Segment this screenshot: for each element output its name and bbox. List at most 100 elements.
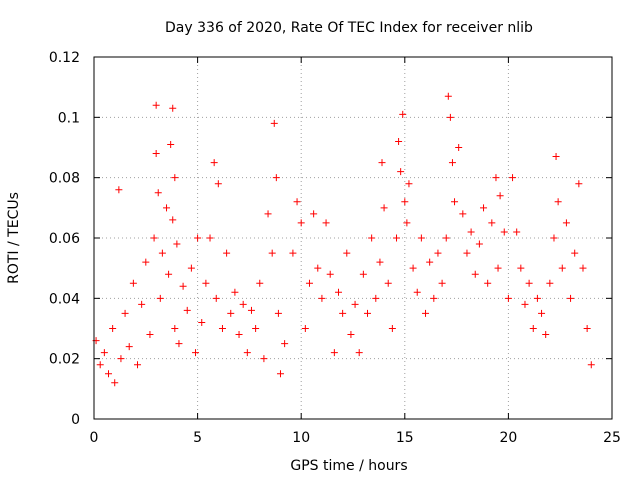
x-tick-label: 5 bbox=[193, 430, 202, 446]
data-point bbox=[301, 325, 309, 332]
x-tick-label: 20 bbox=[499, 430, 517, 446]
data-point bbox=[289, 249, 297, 257]
data-point bbox=[347, 331, 355, 339]
data-point bbox=[393, 234, 401, 242]
data-point bbox=[459, 210, 467, 218]
x-tick-label: 25 bbox=[603, 430, 621, 446]
grid-lines bbox=[94, 57, 612, 419]
data-point bbox=[169, 104, 177, 112]
data-point bbox=[156, 294, 164, 302]
data-point bbox=[270, 119, 278, 127]
data-point bbox=[376, 258, 384, 266]
data-point bbox=[488, 219, 496, 227]
data-point bbox=[401, 198, 409, 206]
data-point bbox=[274, 309, 282, 317]
data-point bbox=[422, 309, 430, 317]
data-point bbox=[380, 204, 388, 212]
data-point bbox=[187, 264, 195, 272]
data-point bbox=[210, 159, 218, 167]
data-point bbox=[194, 234, 202, 242]
data-point bbox=[121, 309, 129, 317]
data-point bbox=[243, 349, 251, 357]
data-point bbox=[322, 219, 330, 227]
data-point bbox=[334, 288, 342, 296]
data-point bbox=[111, 379, 119, 387]
data-point bbox=[158, 249, 166, 257]
data-point bbox=[546, 279, 554, 287]
data-point bbox=[330, 349, 338, 357]
data-point bbox=[471, 270, 479, 278]
data-point bbox=[138, 300, 146, 308]
data-point bbox=[575, 180, 583, 188]
data-point bbox=[260, 355, 268, 363]
data-point bbox=[494, 264, 502, 272]
data-point bbox=[372, 294, 380, 302]
data-point bbox=[134, 361, 142, 369]
data-point bbox=[364, 309, 372, 317]
data-point bbox=[146, 331, 154, 339]
x-axis-label: GPS time / hours bbox=[290, 458, 407, 474]
data-point bbox=[171, 174, 179, 182]
data-point bbox=[167, 140, 175, 148]
data-point bbox=[355, 349, 363, 357]
data-point bbox=[314, 264, 322, 272]
data-point bbox=[117, 355, 125, 363]
data-point bbox=[276, 370, 284, 378]
data-point bbox=[492, 174, 500, 182]
data-point bbox=[525, 279, 533, 287]
x-tick-label: 0 bbox=[90, 430, 99, 446]
data-point bbox=[239, 300, 247, 308]
data-point bbox=[405, 180, 413, 188]
data-point bbox=[218, 325, 226, 332]
data-point bbox=[438, 279, 446, 287]
data-point bbox=[100, 349, 108, 357]
data-point bbox=[171, 325, 179, 332]
data-point bbox=[115, 186, 123, 194]
data-point bbox=[509, 174, 517, 182]
data-point bbox=[227, 309, 235, 317]
data-point bbox=[202, 279, 210, 287]
data-point bbox=[305, 279, 313, 287]
data-point bbox=[484, 279, 492, 287]
data-point bbox=[444, 92, 452, 100]
data-point bbox=[192, 349, 200, 357]
data-point bbox=[235, 331, 243, 339]
data-point bbox=[403, 219, 411, 227]
data-point bbox=[571, 249, 579, 257]
data-point bbox=[154, 189, 162, 197]
data-point bbox=[105, 370, 113, 378]
data-point bbox=[129, 279, 137, 287]
data-point bbox=[183, 306, 191, 314]
chart-title: Day 336 of 2020, Rate Of TEC Index for r… bbox=[165, 20, 533, 36]
data-point bbox=[467, 228, 475, 236]
data-point bbox=[587, 361, 595, 369]
data-point bbox=[109, 325, 117, 332]
data-point bbox=[152, 150, 160, 158]
data-point bbox=[448, 159, 456, 167]
data-point bbox=[434, 249, 442, 257]
y-tick-label: 0.06 bbox=[49, 231, 80, 247]
data-point bbox=[442, 234, 450, 242]
data-point bbox=[463, 249, 471, 257]
data-point bbox=[542, 331, 550, 339]
x-tick-label: 10 bbox=[292, 430, 310, 446]
data-point bbox=[384, 279, 392, 287]
data-point bbox=[163, 204, 171, 212]
data-point bbox=[480, 204, 488, 212]
data-points bbox=[92, 92, 595, 387]
data-point bbox=[395, 137, 403, 145]
data-point bbox=[558, 264, 566, 272]
data-point bbox=[293, 198, 301, 206]
data-point bbox=[326, 270, 334, 278]
data-point bbox=[359, 270, 367, 278]
y-tick-label: 0.08 bbox=[49, 171, 80, 187]
data-point bbox=[368, 234, 376, 242]
data-point bbox=[179, 282, 187, 290]
data-point bbox=[152, 101, 160, 109]
data-point bbox=[451, 198, 459, 206]
data-point bbox=[446, 113, 454, 121]
data-point bbox=[496, 192, 504, 200]
data-point bbox=[318, 294, 326, 302]
data-point bbox=[165, 270, 173, 278]
data-point bbox=[538, 309, 546, 317]
